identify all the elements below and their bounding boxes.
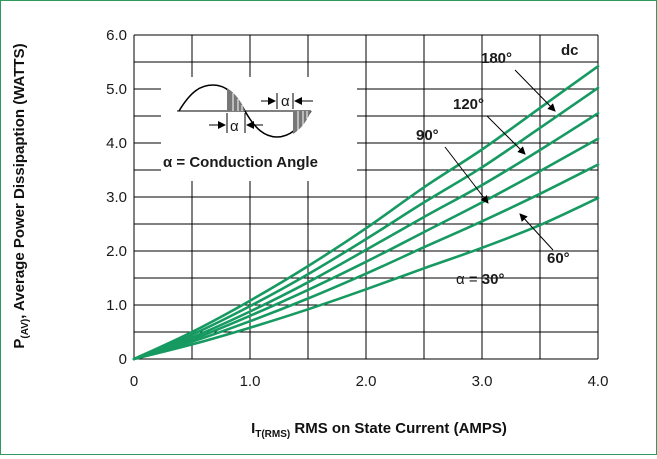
tick-labels: 0 1.0 2.0 3.0 4.0 0 1.0 2.0 3.0 4.0 5.0 6.0 bbox=[106, 27, 608, 390]
y-axis-title-rest: , Average Power Dissipaption (WATTS) bbox=[11, 43, 28, 318]
inset-caption-text: = Conduction Angle bbox=[172, 154, 318, 171]
label-alpha30-prefix: α = bbox=[456, 271, 482, 288]
x-tick-label: 2.0 bbox=[356, 373, 377, 390]
series-line bbox=[132, 112, 600, 361]
x-axis-title-rest: RMS on State Current (AMPS) bbox=[290, 420, 507, 437]
label-alpha30: α = 30° bbox=[456, 271, 504, 288]
label-60: 60° bbox=[547, 250, 570, 267]
x-tick-label: 1.0 bbox=[240, 373, 261, 390]
x-axis-title-sub: T(RMS) bbox=[255, 429, 290, 440]
label-120: 120° bbox=[453, 96, 484, 113]
y-axis-title-main: P bbox=[11, 339, 28, 349]
label-alpha30-value: 30° bbox=[482, 271, 505, 288]
x-axis-title: IT(RMS) RMS on State Current (AMPS) bbox=[251, 420, 507, 440]
y-tick-label: 3.0 bbox=[106, 189, 127, 206]
series-line bbox=[132, 196, 600, 361]
label-180: 180° bbox=[481, 50, 512, 67]
label-90: 90° bbox=[416, 127, 439, 144]
inset-hatch-lines-positive bbox=[232, 93, 243, 111]
x-tick-label: 4.0 bbox=[588, 373, 609, 390]
y-axis-title: P(AV), Average Power Dissipaption (WATTS… bbox=[11, 43, 31, 348]
inset-hatch-lines-negative bbox=[297, 111, 308, 131]
inset-hatch-positive bbox=[227, 88, 245, 111]
y-tick-label: 0 bbox=[119, 351, 127, 368]
arrow-60 bbox=[519, 213, 554, 251]
y-tick-label: 1.0 bbox=[106, 297, 127, 314]
series-line bbox=[132, 86, 600, 361]
arrow-180 bbox=[514, 69, 556, 112]
inset-caption: α = Conduction Angle bbox=[163, 154, 318, 171]
curves-group bbox=[132, 65, 600, 361]
arrow-90 bbox=[444, 146, 489, 204]
x-tick-label: 3.0 bbox=[472, 373, 493, 390]
y-tick-label: 6.0 bbox=[106, 27, 127, 44]
y-tick-label: 4.0 bbox=[106, 135, 127, 152]
series-line bbox=[132, 163, 600, 361]
series-line bbox=[132, 137, 600, 361]
arrow-120 bbox=[486, 115, 526, 155]
x-tick-label: 0 bbox=[130, 373, 138, 390]
inset-alpha-lower: α bbox=[230, 118, 239, 135]
conduction-angle-inset: α α α = Conduction Angle bbox=[161, 77, 357, 181]
label-dc: dc bbox=[561, 42, 579, 59]
series-line bbox=[132, 65, 600, 361]
inset-caption-symbol: α bbox=[163, 154, 173, 171]
x-axis-title-main: I bbox=[251, 420, 255, 437]
inset-alpha-upper: α bbox=[281, 93, 290, 110]
y-axis-title-sub: (AV) bbox=[20, 319, 31, 339]
y-tick-label: 2.0 bbox=[106, 243, 127, 260]
y-tick-label: 5.0 bbox=[106, 81, 127, 98]
